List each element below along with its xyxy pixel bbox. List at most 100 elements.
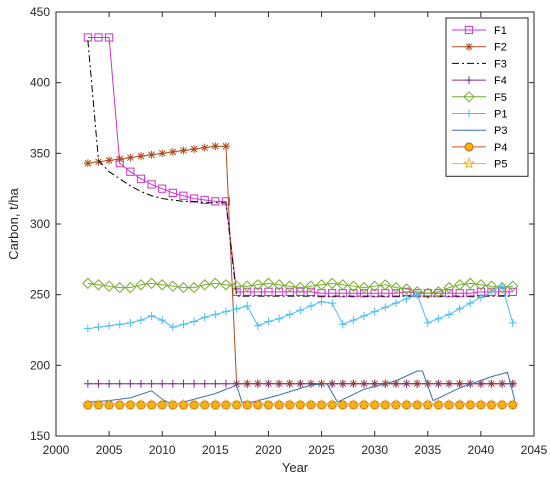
x-tick-label: 2025 — [308, 443, 335, 457]
series-p1 — [83, 282, 517, 333]
data-point — [306, 379, 315, 388]
legend-label: F3 — [494, 58, 507, 70]
data-point — [434, 379, 443, 388]
data-point — [296, 306, 305, 315]
data-point — [466, 299, 475, 308]
data-point — [94, 379, 103, 388]
data-point — [211, 379, 220, 388]
legend-label: F2 — [494, 42, 507, 54]
data-point — [81, 398, 94, 411]
data-point — [285, 310, 294, 319]
data-point — [498, 379, 507, 388]
data-point — [476, 379, 485, 388]
data-point — [413, 379, 422, 388]
data-point — [136, 379, 145, 388]
data-point — [391, 289, 401, 298]
x-tick-label: 2015 — [202, 443, 229, 457]
data-point — [421, 398, 434, 411]
data-point — [126, 153, 135, 162]
data-point — [230, 280, 243, 292]
data-point — [262, 398, 275, 411]
data-point — [105, 321, 114, 330]
data-point — [487, 287, 496, 296]
data-point — [105, 379, 114, 388]
legend-item: P3 — [452, 125, 507, 137]
data-point — [114, 281, 126, 294]
data-point — [221, 307, 230, 316]
data-point — [145, 277, 158, 290]
data-point — [275, 379, 284, 388]
data-point — [190, 145, 199, 154]
data-point — [423, 318, 432, 327]
data-point — [338, 320, 347, 329]
data-point — [134, 398, 148, 411]
data-point — [219, 398, 232, 411]
data-point — [264, 379, 273, 388]
y-tick-label: 350 — [30, 146, 50, 160]
data-point — [200, 313, 209, 322]
data-point — [113, 398, 126, 411]
data-point — [296, 379, 305, 388]
series-f4 — [83, 379, 517, 388]
legend-label: P3 — [494, 125, 507, 137]
data-point — [200, 195, 209, 205]
data-point — [124, 398, 137, 411]
data-point — [326, 277, 338, 290]
data-point — [253, 287, 262, 296]
data-point — [179, 191, 188, 200]
series-line — [87, 40, 513, 297]
data-point — [94, 33, 103, 42]
data-point — [209, 398, 222, 411]
data-point — [294, 281, 307, 294]
data-point — [92, 398, 105, 411]
ticks-layer: 2000 2005 2010 2015 2020 2025 2030 2035 2040 2045… — [30, 5, 548, 457]
data-point — [105, 33, 114, 42]
data-point — [422, 287, 434, 299]
data-point — [211, 310, 220, 319]
data-point — [444, 289, 454, 298]
data-point — [315, 279, 328, 291]
data-point — [328, 379, 337, 388]
legend-label: F1 — [494, 25, 507, 37]
data-point — [358, 398, 371, 411]
data-point — [241, 398, 254, 411]
data-point — [347, 398, 360, 411]
data-point — [200, 143, 209, 152]
data-point — [156, 398, 169, 411]
data-point — [476, 293, 485, 302]
legend-item: P4 — [452, 142, 507, 154]
data-point — [209, 277, 222, 290]
data-point — [445, 310, 454, 319]
data-point — [147, 150, 156, 159]
data-point — [337, 279, 349, 291]
data-point — [506, 398, 519, 411]
data-point — [251, 398, 264, 411]
legend-item: P1 — [452, 109, 507, 121]
data-point — [360, 311, 369, 320]
data-point — [317, 297, 326, 306]
data-point — [275, 314, 284, 323]
data-point — [432, 398, 445, 411]
data-point — [126, 167, 135, 176]
data-point — [347, 280, 360, 292]
data-point — [443, 281, 455, 294]
data-point — [402, 294, 411, 303]
legend-marker — [462, 157, 476, 169]
data-point — [358, 281, 370, 294]
data-point — [200, 379, 209, 388]
data-point — [304, 398, 317, 411]
data-point — [189, 194, 199, 203]
data-point — [402, 379, 411, 388]
x-tick-label: 2020 — [255, 443, 282, 457]
data-point — [400, 398, 413, 411]
data-point — [453, 398, 466, 411]
data-point — [432, 286, 445, 298]
data-point — [115, 154, 124, 163]
data-point — [306, 301, 315, 310]
data-point — [328, 289, 337, 298]
data-point — [115, 379, 124, 388]
data-point — [305, 280, 317, 292]
data-point — [455, 304, 464, 313]
y-tick-label: 450 — [30, 5, 50, 19]
data-point — [442, 398, 456, 411]
